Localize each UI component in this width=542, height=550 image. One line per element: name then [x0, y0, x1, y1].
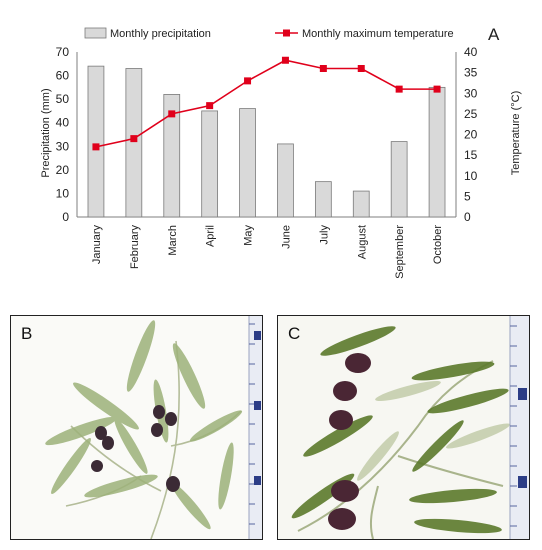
y-tick-label-left: 30: [56, 139, 70, 153]
olive-fruits: [328, 353, 371, 530]
bar-precipitation: [314, 181, 332, 218]
y-axis-right-label: Temperature (°C): [510, 91, 522, 175]
olive-branch-photo: [11, 316, 262, 539]
x-tick-label: June: [280, 225, 292, 249]
point-temperature: [92, 143, 100, 151]
y-tick-label-left: 60: [56, 69, 70, 83]
x-tick-label: October: [432, 225, 444, 264]
olive-fruits: [91, 405, 180, 492]
bar-precipitation: [163, 94, 181, 218]
point-temperature: [168, 110, 176, 118]
y-tick-label-right: 10: [464, 169, 478, 183]
y-tick-label-left: 50: [56, 92, 70, 106]
point-temperature: [244, 77, 252, 85]
ruler: [509, 316, 529, 539]
y-tick-label-right: 40: [464, 45, 478, 59]
y-tick-label-left: 0: [62, 210, 69, 224]
point-temperature: [206, 102, 214, 110]
y-tick-label-left: 10: [56, 186, 70, 200]
photo-panel-c: C: [277, 315, 530, 540]
y-tick-label-right: 20: [464, 128, 478, 142]
photo-panel-b: B: [10, 315, 263, 540]
point-temperature: [357, 65, 365, 72]
photo-panel-label-c: C: [288, 324, 301, 343]
x-tick-label: July: [318, 225, 330, 245]
chart-panel-label: A: [488, 25, 500, 44]
x-tick-label: April: [205, 225, 217, 247]
line-temperature: [95, 59, 438, 148]
x-tick-label: January: [91, 225, 103, 265]
point-temperature: [319, 65, 327, 72]
bar-precipitation: [87, 65, 105, 218]
bar-precipitation: [239, 108, 256, 218]
y-tick-label-left: 70: [56, 45, 70, 59]
y-tick-label-right: 30: [464, 86, 478, 100]
legend-swatch-precipitation: [84, 27, 107, 39]
y-tick-label-right: 35: [464, 66, 478, 80]
x-tick-label: February: [129, 225, 141, 270]
y-tick-label-right: 5: [464, 189, 471, 203]
bar-precipitation: [125, 68, 143, 218]
point-temperature: [433, 85, 441, 93]
plot-area: 0 10 20 30 40 50 60 70 0 5 10 15 20 25 30 35 40 January Fe…: [56, 45, 478, 279]
bar-precipitation: [201, 110, 219, 218]
legend-label-temperature: Monthly maximum temperature: [302, 28, 454, 40]
x-tick-label: May: [243, 225, 255, 246]
y-axis-left-label: Precipitation (mm): [40, 88, 52, 177]
y-tick-label-left: 20: [56, 163, 70, 177]
point-temperature: [130, 135, 138, 143]
x-tick-label: September: [394, 225, 406, 279]
y-tick-label-right: 0: [464, 210, 471, 224]
bar-precipitation: [428, 86, 446, 218]
chart-legend: Monthly precipitation Monthly maximum te…: [84, 27, 454, 40]
legend-marker-temperature: [283, 29, 290, 37]
point-temperature: [395, 85, 403, 93]
bar-precipitation: [390, 141, 408, 218]
ruler: [248, 316, 262, 539]
x-tick-label: August: [356, 225, 368, 259]
climate-chart: Monthly precipitation Monthly maximum te…: [40, 25, 522, 279]
photo-panel-label-b: B: [21, 324, 33, 343]
bar-precipitation: [277, 143, 294, 218]
point-temperature: [281, 56, 289, 64]
olive-branch-photo: [278, 316, 529, 539]
y-tick-label-left: 40: [56, 116, 70, 130]
bar-precipitation: [352, 190, 370, 218]
x-tick-label: March: [167, 225, 179, 256]
legend-label-precipitation: Monthly precipitation: [110, 28, 211, 40]
y-tick-label-right: 15: [464, 148, 478, 162]
y-tick-label-right: 25: [464, 107, 478, 121]
